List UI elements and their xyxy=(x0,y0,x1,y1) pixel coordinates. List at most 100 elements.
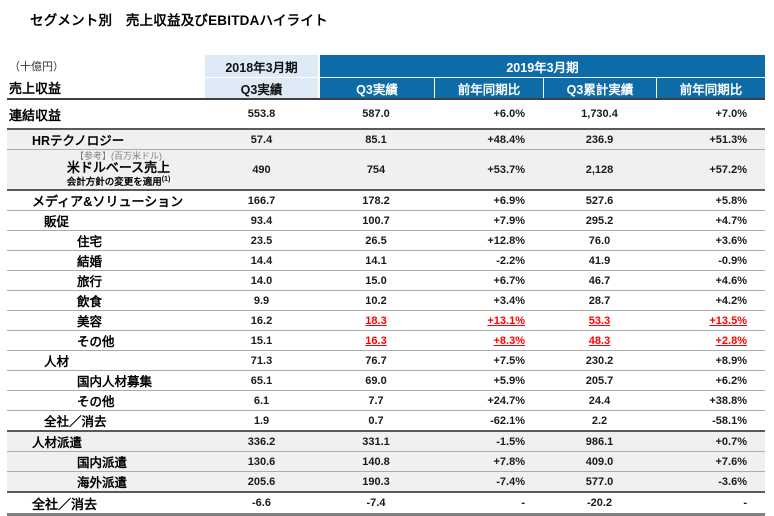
value-cell: 69.0 xyxy=(365,374,387,387)
value-cell: -7.4 xyxy=(366,497,386,510)
row-label: 販促 xyxy=(44,215,70,230)
table-row: 全社／消去 -6.6 -7.4 - -20.2 - xyxy=(7,491,765,513)
value-cell: +7.6% xyxy=(715,455,748,468)
value-cell: +5.8% xyxy=(715,194,748,207)
value-cell: 205.6 xyxy=(247,475,276,488)
value-cell: 1.9 xyxy=(253,414,270,427)
value-cell: 100.7 xyxy=(362,214,390,227)
value-cell: +3.6% xyxy=(715,234,748,247)
value-cell: 6.1 xyxy=(253,394,270,407)
value-cell: +24.7% xyxy=(487,394,525,407)
row-label: 人材派遣 xyxy=(32,436,83,451)
value-cell: 26.5 xyxy=(365,234,387,247)
value-cell: +13.1% xyxy=(487,314,525,327)
col-subheader-yoy-cumulative: 前年同期比 xyxy=(656,77,765,98)
value-cell: 295.2 xyxy=(585,214,614,227)
value-cell: +6.7% xyxy=(493,274,526,287)
value-cell: 7.7 xyxy=(368,394,384,407)
row-label: HRテクノロジー xyxy=(32,134,125,148)
value-cell: +4.7% xyxy=(715,214,748,227)
value-cell: 14.1 xyxy=(365,254,387,267)
value-cell: 48.3 xyxy=(588,334,611,347)
value-cell: -0.9% xyxy=(718,254,747,267)
table-header: （十億円） 2018年3月期 2019年3月期 売上収益 Q3実績 Q3実績 前… xyxy=(7,55,765,100)
row-header-label: 売上収益 xyxy=(9,81,62,96)
value-cell: -7.4% xyxy=(496,475,525,488)
row-label-note-bottom: 会計方針の変更を適用(1) xyxy=(66,176,171,189)
table-row: 人材 71.3 76.7 +7.5% 230.2 +8.9% xyxy=(7,350,765,370)
value-cell: 166.7 xyxy=(247,194,276,207)
row-label: その他 xyxy=(77,335,115,350)
value-cell: +2.8% xyxy=(715,334,748,347)
col-subheader-q3-cumulative: Q3累計実績 xyxy=(543,77,656,98)
value-cell: - xyxy=(521,497,525,510)
row-label-note-top: 【参考】(百万米ドル) xyxy=(75,151,162,161)
value-cell: +7.9% xyxy=(493,214,526,227)
value-cell: 205.7 xyxy=(585,374,614,387)
unit-label: （十億円） xyxy=(9,61,64,73)
value-cell: 577.0 xyxy=(585,475,614,488)
value-cell: 65.1 xyxy=(250,374,273,387)
value-cell: 71.3 xyxy=(250,354,273,367)
value-cell: 2,128 xyxy=(585,163,614,176)
value-cell: 1,730.4 xyxy=(581,108,618,120)
value-cell: 76.0 xyxy=(588,234,611,247)
table-row: 結婚 14.4 14.1 -2.2% 41.9 -0.9% xyxy=(7,250,765,270)
table-row: 飲食 9.9 10.2 +3.4% 28.7 +4.2% xyxy=(7,290,765,310)
table-row: 美容 16.2 18.3 +13.1% 53.3 +13.5% xyxy=(7,310,765,330)
value-cell: 587.0 xyxy=(362,108,390,120)
value-cell: 46.7 xyxy=(588,274,611,287)
table-row: 全社／消去 1.9 0.7 -62.1% 2.2 -58.1% xyxy=(7,410,765,430)
value-cell: +51.3% xyxy=(709,133,747,146)
table-row: 販促 93.4 100.7 +7.9% 295.2 +4.7% xyxy=(7,210,765,230)
value-cell: +4.6% xyxy=(715,274,748,287)
value-cell: -20.2 xyxy=(586,497,613,510)
table-row: 国内派遣 130.6 140.8 +7.8% 409.0 +7.6% xyxy=(7,451,765,472)
value-cell: 15.1 xyxy=(250,334,273,347)
row-label: 【参考】(百万米ドル) 米ドルベース売上 会計方針の変更を適用(1) xyxy=(7,150,205,189)
value-cell: +6.9% xyxy=(493,194,526,207)
revenue-table: （十億円） 2018年3月期 2019年3月期 売上収益 Q3実績 Q3実績 前… xyxy=(7,55,765,516)
value-cell: -58.1% xyxy=(712,414,747,427)
table-row: 旅行 14.0 15.0 +6.7% 46.7 +4.6% xyxy=(7,270,765,290)
value-cell: +7.5% xyxy=(493,354,526,367)
value-cell: 53.3 xyxy=(588,314,611,327)
row-label: 住宅 xyxy=(77,235,103,250)
row-label: メディア&ソリューション xyxy=(32,194,184,210)
value-cell: 23.5 xyxy=(250,234,273,247)
value-cell: 0.7 xyxy=(368,414,384,427)
value-cell: -62.1% xyxy=(490,414,525,427)
row-label: 国内人材募集 xyxy=(77,375,153,390)
table-row: 【参考】(百万米ドル) 米ドルベース売上 会計方針の変更を適用(1) 490 754 +5… xyxy=(7,149,765,190)
table-row: その他 15.1 16.3 +8.3% 48.3 +2.8% xyxy=(7,330,765,350)
value-cell: 9.9 xyxy=(253,294,270,307)
value-cell: +8.3% xyxy=(493,334,526,347)
table-row: 住宅 23.5 26.5 +12.8% 76.0 +3.6% xyxy=(7,230,765,250)
table-row: 海外派遣 205.6 190.3 -7.4% 577.0 -3.6% xyxy=(7,471,765,492)
value-cell: 16.3 xyxy=(365,334,387,347)
row-label: 海外派遣 xyxy=(77,476,128,491)
value-cell: 178.2 xyxy=(362,194,390,207)
value-cell: 24.4 xyxy=(588,394,611,407)
value-cell: 986.1 xyxy=(585,435,614,448)
value-cell: - xyxy=(743,497,747,510)
table-row: 国内人材募集 65.1 69.0 +5.9% 205.7 +6.2% xyxy=(7,370,765,390)
value-cell: 10.2 xyxy=(365,294,387,307)
value-cell: 553.8 xyxy=(247,108,276,120)
value-cell: 140.8 xyxy=(362,455,390,468)
row-label: 連結収益 xyxy=(9,107,62,123)
table-row: HRテクノロジー 57.4 85.1 +48.4% 236.9 +51.3% xyxy=(7,128,765,149)
value-cell: 527.6 xyxy=(585,194,614,207)
value-cell: +13.5% xyxy=(709,314,747,327)
row-label: 美容 xyxy=(77,315,103,330)
value-cell: +7.0% xyxy=(715,108,748,120)
value-cell: 409.0 xyxy=(585,455,614,468)
col-header-fy2018: 2018年3月期 xyxy=(205,55,318,77)
row-label-text: 米ドルベース売上 xyxy=(66,160,171,176)
value-cell: +3.4% xyxy=(493,294,526,307)
row-label: その他 xyxy=(77,395,115,410)
value-cell: +7.8% xyxy=(493,455,526,468)
value-cell: -6.6 xyxy=(252,497,271,510)
value-cell: 41.9 xyxy=(588,254,611,267)
value-cell: 57.4 xyxy=(250,133,273,146)
